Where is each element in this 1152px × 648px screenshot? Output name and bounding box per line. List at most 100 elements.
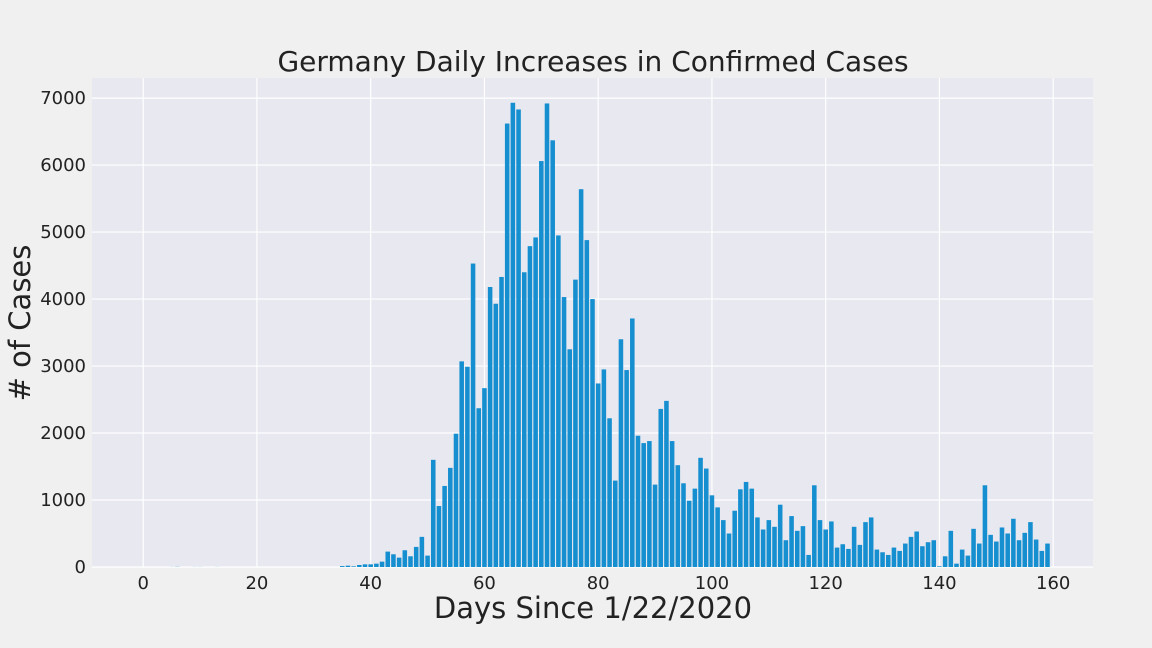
bar	[823, 529, 828, 567]
y-tick-label: 5000	[40, 222, 86, 243]
bar	[1028, 522, 1033, 567]
bar	[413, 546, 419, 567]
bar	[1011, 518, 1016, 567]
bar	[618, 339, 624, 567]
chart-title: Germany Daily Increases in Confirmed Cas…	[277, 45, 908, 78]
bar	[715, 507, 720, 567]
bar	[533, 237, 538, 567]
bar	[857, 544, 863, 567]
bar	[362, 564, 368, 567]
bar	[749, 488, 755, 567]
bar	[817, 520, 823, 567]
x-tick-label: 20	[245, 573, 268, 594]
bar	[419, 536, 425, 567]
bar	[851, 526, 857, 567]
bar	[937, 566, 942, 567]
bar	[1016, 540, 1022, 567]
bar	[556, 235, 561, 568]
bar	[777, 504, 783, 567]
bar	[834, 547, 840, 567]
bar	[550, 140, 555, 568]
y-tick-label: 4000	[40, 289, 86, 310]
bar	[1005, 533, 1010, 567]
y-tick-labels: 0 1000 2000 3000 4000 5000 6000 7000	[40, 88, 86, 578]
bar	[800, 526, 806, 567]
bar	[903, 543, 908, 567]
bar	[652, 484, 658, 567]
bar	[885, 554, 891, 567]
bar	[510, 102, 516, 567]
bar	[789, 516, 794, 567]
bar	[607, 418, 612, 567]
bar	[686, 500, 692, 567]
bar	[846, 548, 851, 567]
bar	[829, 521, 834, 567]
bar	[624, 370, 629, 567]
bar	[476, 408, 482, 567]
bar	[942, 556, 948, 567]
bar	[766, 520, 772, 567]
y-tick-label: 6000	[40, 155, 86, 176]
bar	[345, 565, 351, 567]
x-tick-label: 120	[809, 573, 843, 594]
x-axis-label: Days Since 1/22/2020	[434, 591, 752, 625]
bar	[994, 541, 999, 567]
bar	[1033, 539, 1039, 567]
bar	[635, 435, 641, 567]
bar	[772, 526, 777, 567]
bar	[863, 522, 868, 567]
x-tick-label: 80	[587, 573, 610, 594]
bar	[959, 549, 965, 567]
bar	[874, 549, 880, 567]
y-axis-label: # of Cases	[3, 245, 37, 402]
bar	[976, 543, 982, 567]
bar	[368, 564, 373, 567]
bar	[584, 240, 590, 568]
bar	[578, 189, 584, 567]
bar	[539, 161, 544, 567]
bar	[812, 485, 817, 567]
bar	[351, 566, 356, 567]
bar	[948, 530, 954, 567]
bar	[448, 467, 453, 567]
bar	[379, 561, 385, 567]
bar	[840, 544, 846, 567]
bar	[726, 533, 732, 567]
bar	[436, 506, 442, 567]
bar	[504, 123, 510, 568]
bar	[880, 552, 885, 567]
bar	[1045, 543, 1050, 567]
bar	[925, 542, 931, 567]
bar	[402, 550, 408, 567]
bar	[669, 441, 675, 567]
bar	[453, 433, 459, 567]
bar	[527, 246, 533, 567]
bar	[954, 563, 959, 567]
bar	[658, 408, 664, 567]
bar	[487, 287, 493, 567]
bar	[931, 540, 937, 567]
y-tick-label: 1000	[40, 490, 86, 511]
bar	[1039, 550, 1045, 567]
bar	[732, 510, 737, 567]
bar	[339, 566, 345, 567]
bar	[499, 276, 504, 567]
x-tick-labels: 0 20 40 60 80 100 120 140 160	[137, 573, 1070, 594]
bar	[641, 443, 646, 567]
bar	[908, 536, 914, 567]
bar	[868, 517, 874, 567]
x-tick-label: 40	[359, 573, 382, 594]
bar	[760, 529, 766, 567]
bar	[430, 459, 436, 567]
bar	[738, 489, 743, 567]
bar	[971, 528, 976, 567]
bar	[630, 318, 635, 567]
bar	[698, 457, 703, 567]
x-tick-label: 0	[137, 573, 148, 594]
bar	[988, 534, 993, 567]
bar	[459, 361, 464, 567]
y-tick-label: 2000	[40, 423, 86, 444]
x-tick-label: 100	[695, 573, 729, 594]
bar	[357, 564, 362, 567]
